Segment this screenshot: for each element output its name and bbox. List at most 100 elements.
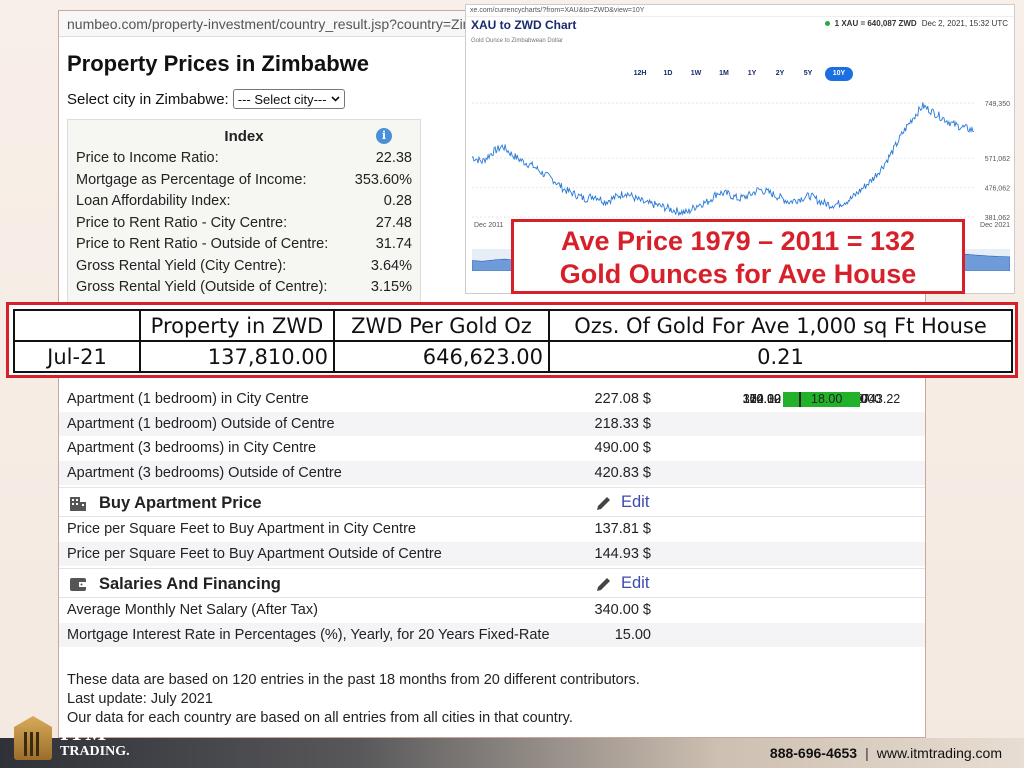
y-tick-label: 749,350 [985,101,1010,108]
range-low: 120.00 [742,392,781,406]
xe-rate-readout: 1 XAU = 640,087 ZWD Dec 2, 2021, 15:32 U… [824,19,1008,28]
price-row-label: Apartment (3 bedrooms) in City Centre [67,440,317,456]
y-tick-label: 476,062 [985,186,1010,193]
table-cell-ounces: 0.21 [548,340,1013,373]
index-row-label: Price to Rent Ratio - Outside of Centre: [76,236,329,252]
footnote-line: These data are based on 120 entries in t… [67,672,640,688]
wallet-icon [70,578,86,591]
timeframe-tab-5y[interactable]: 5Y [803,70,813,77]
index-row-value: 3.15% [370,279,412,295]
index-row-label: Price to Income Ratio: [76,150,219,166]
index-row-value: 27.48 [375,214,412,231]
city-select-label: Select city in Zimbabwe: [67,90,229,108]
price-row-label: Mortgage Interest Rate in Percentages (%… [67,626,550,643]
timeframe-tab-1d[interactable]: 1D [663,70,673,77]
footnote-line: Last update: July 2021 [67,691,213,707]
pencil-icon [597,496,610,510]
price-row-label: Apartment (3 bedrooms) Outside of Centre [67,464,342,481]
index-row: Gross Rental Yield (City Centre): 3.64% [76,256,412,278]
timeframe-tab-1m[interactable]: 1M [719,70,729,77]
price-row: Apartment (1 bedroom) in City Centre 227.… [59,387,925,412]
price-row: Apartment (3 bedrooms) in City Centre 490… [59,436,925,461]
callout-line-2: Gold Ounces for Ave House [559,259,917,289]
index-row: Price to Rent Ratio - City Centre: 27.48 [76,213,412,235]
x-tick-label: Dec 2021 [980,222,1010,229]
buy-apartment-section-header: Buy Apartment Price Edit [59,487,925,517]
logo-text-bottom: TRADING. [60,744,130,759]
xe-chart-title: XAU to ZWD Chart [471,18,577,32]
index-row: Price to Rent Ratio - Outside of Centre:… [76,234,412,256]
city-select-dropdown[interactable]: --- Select city--- [232,89,345,109]
salaries-edit-link[interactable]: Edit [595,574,649,593]
xe-address-bar[interactable]: xe.com/currencycharts/?from=XAU&to=ZWD&v… [466,5,1014,17]
data-footnote: These data are based on 120 entries in t… [67,671,640,728]
city-select-value: --- Select city--- [237,91,327,107]
itm-trading-logo: ITM TRADING. [14,716,154,764]
xe-line-chart: 749,350 571,062 476,062 381,062 Dec 2011 Dec … [471,101,1010,229]
footnote-line: Our data for each country are based on a… [67,710,573,726]
website-link[interactable]: www.itmtrading.com [876,745,1002,761]
range-low: 102.19 [742,392,781,406]
index-row-value: 3.64% [370,257,412,274]
price-row-value: 420.83 $ [594,464,651,481]
price-row-value: 218.33 $ [594,415,651,432]
salaries-section-header: Salaries And Financing Edit [59,568,925,598]
footer-bar [0,738,1024,768]
index-row: Mortgage as Percentage of Income: 353.60% [76,170,412,192]
table-cell-zwd-per-oz: 646,623.00 [333,340,550,373]
series-line [471,102,974,217]
buy-apartment-edit-link[interactable]: Edit [595,493,649,512]
index-heading-label: Index [224,128,264,145]
pencil-icon [597,577,610,591]
index-row-value: 0.28 [383,193,412,209]
summary-table-header-row: Property in ZWD ZWD Per Gold Oz Ozs. Of … [13,309,1013,342]
y-tick-label: 571,062 [985,156,1010,163]
price-row-label: Price per Square Feet to Buy Apartment O… [67,545,442,562]
buy-apartment-title: Buy Apartment Price [99,494,262,512]
range-low: 150.00 [742,392,781,406]
timeframe-tabs: 12H 1D 1W 1M 1Y 2Y 5Y 10Y [629,67,853,81]
summary-table-row: Jul-21 137,810.00 646,623.00 0.21 [13,340,1013,373]
table-cell-property: 137,810.00 [139,340,335,373]
xe-rate-time: Dec 2, 2021, 15:32 UTC [921,19,1008,28]
price-range: 10.00 18.00 [750,392,842,407]
contact-separator: | [865,745,869,761]
table-cell-date: Jul-21 [13,340,141,373]
index-row-value: 31.74 [375,236,412,252]
timeframe-tab-10y[interactable]: 10Y [825,67,853,81]
xe-rate-value: 1 XAU = 640,087 ZWD [834,19,917,28]
buy-edit-label: Edit [621,493,650,511]
info-icon[interactable]: i [376,128,392,144]
price-row: Mortgage Interest Rate in Percentages (%… [59,622,925,647]
timeframe-tab-1y[interactable]: 1Y [747,70,757,77]
index-row-label: Price to Rent Ratio - City Centre: [76,214,288,231]
table-header-cell: Property in ZWD [139,309,335,342]
index-row: Gross Rental Yield (Outside of Centre): 3… [76,277,412,299]
timeframe-tab-1w[interactable]: 1W [690,70,702,77]
phone-number[interactable]: 888-696-4653 [769,745,858,761]
index-heading: Index i [76,128,412,148]
price-row-label: Price per Square Feet to Buy Apartment i… [67,521,416,537]
salaries-title: Salaries And Financing [99,575,281,593]
price-row: Price per Square Feet to Buy Apartment O… [59,541,925,566]
price-row: Average Monthly Net Salary (After Tax) 34… [59,598,925,623]
xe-chart-subtitle: Gold Ounce to Zimbabwean Dollar [471,38,564,44]
range-marker [799,392,801,407]
price-row-label: Apartment (1 bedroom) in City Centre [67,391,309,407]
index-row-label: Mortgage as Percentage of Income: [76,171,307,188]
price-row-label: Apartment (1 bedroom) Outside of Centre [67,415,335,432]
summary-table: Property in ZWD ZWD Per Gold Oz Ozs. Of … [13,309,1013,373]
index-box: Index i Price to Income Ratio: 22.38 Mortg… [67,119,421,309]
range-low: 300.00 [742,392,781,406]
timeframe-tab-2y[interactable]: 2Y [775,70,785,77]
live-dot-icon [824,21,830,26]
timeframe-tab-12h[interactable]: 12H [633,70,647,77]
price-row-value: 227.08 $ [594,391,651,407]
price-row: Apartment (3 bedrooms) Outside of Centre… [59,460,925,485]
table-header-cell: ZWD Per Gold Oz [333,309,550,342]
index-row-label: Loan Affordability Index: [76,193,231,209]
range-low: 74.32 [749,392,781,406]
y-tick-label: 381,062 [985,215,1010,222]
logo-text-top: ITM [60,720,107,745]
